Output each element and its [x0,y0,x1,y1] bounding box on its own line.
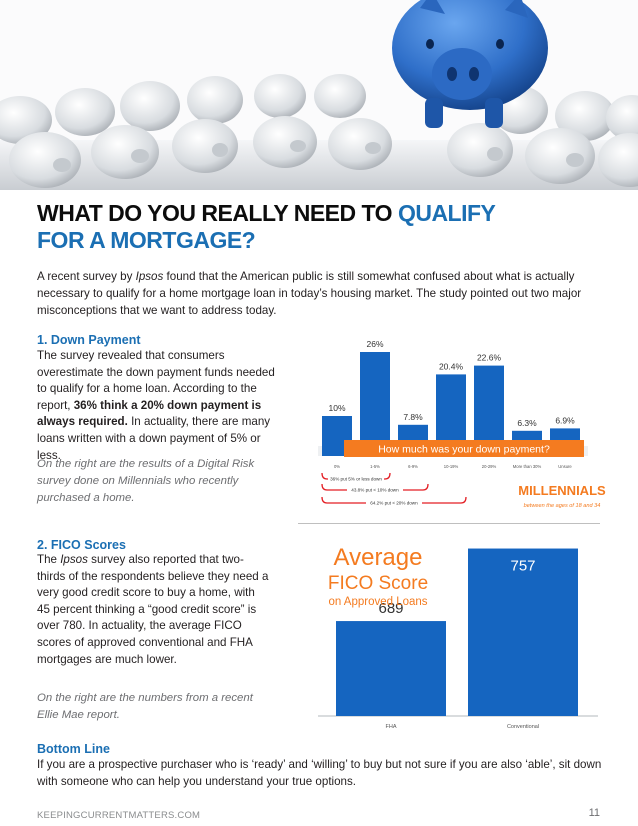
chart2-title-line-3: on Approved Loans [328,596,427,608]
chart2-title-line-1: Average [334,544,423,571]
section-heading-fico-scores: 2. FICO Scores [37,538,126,552]
chart1-caption-sub: between the ages of 18 and 34 [524,503,601,509]
note-digital-risk: On the right are the results of a Digita… [37,458,255,504]
section-heading-down-payment: 1. Down Payment [37,333,141,347]
hero-image [0,0,638,190]
chart1-banner [344,440,584,457]
title-part-3: FOR A MORTGAGE? [37,227,256,253]
intro-brand: Ipsos [135,270,164,283]
fico-score-chart: 689 757 FHA Conventional Average FICO Scor… [318,544,598,730]
intro-paragraph: A recent survey by Ipsos found that the … [37,268,597,319]
chart1-category-label: 6-9% [408,464,418,469]
chart1-category-label: 10-19% [444,464,459,469]
chart1-value-label: 7.8% [403,412,423,422]
intro-text-end: found that the American public is still … [37,270,582,317]
page-title: WHAT DO YOU REALLY NEED TO QUALIFY FOR A… [37,200,597,254]
fico-text-end: survey also reported that two-thirds of … [37,553,269,666]
chart1-bracket [321,496,467,504]
chart1-bracket-label: 43.8% put < 10% down [351,488,399,493]
chart1-bracket [321,472,391,480]
chart1-value-label: 26% [366,339,383,349]
intro-text-start: A recent survey by [37,270,136,283]
chart1-value-label: 20.4% [439,361,464,371]
chart1-value-label: 6.9% [555,415,575,425]
chart2-title-line-2: FICO Score [328,573,428,594]
chart1-bracket-label: 36% put 5% or less down [330,477,382,482]
chart1-category-label: 1-5% [370,464,380,469]
chart2-category-label: FHA [386,724,397,730]
chart1-bracket-label: 64.2% put < 20% down [370,501,418,506]
section-heading-bottom-line: Bottom Line [37,742,110,756]
title-part-2: QUALIFY [397,200,496,226]
chart2-bar [336,621,446,716]
section-body-fico-scores: The Ipsos survey also reported that two-… [37,552,269,668]
down-payment-highlight: 36% think a 20% down payment is always r… [37,398,262,429]
bottom-line-text: If you are a prospective purchaser who i… [37,758,602,788]
down-payment-text-end: In actuality, there are many loans writt… [37,415,271,462]
chart2-category-label: Conventional [507,724,539,730]
chart2-value-label: 757 [510,558,535,575]
chart1-value-label: 10% [328,403,345,413]
chart1-category-label: 0% [334,464,340,469]
chart1-category-label: Unsure [558,464,572,469]
note-ellie-mae: On the right are the numbers from a rece… [37,692,253,721]
down-payment-text-start: The survey revealed that consumers overe… [37,349,275,412]
chart1-category-label: More than 30% [513,464,542,469]
page-number: 11 [588,807,600,819]
chart1-bracket [321,483,429,491]
chart1-value-label: 22.6% [477,353,502,363]
chart1-value-label: 6.3% [517,418,537,428]
footer-website: KEEPINGCURRENTMATTERS.COM [37,810,201,821]
fico-text-start: The [37,553,61,566]
section-body-down-payment: The survey revealed that consumers overe… [37,348,275,464]
chart1-caption: MILLENNIALS [518,483,606,498]
piggy-bank-illustration [0,0,638,190]
chart1-title: How much was your down payment? [378,444,550,456]
chart2-value-label: 689 [378,600,403,617]
chart2-bar [468,548,578,716]
chart-divider [298,523,600,524]
title-part-1: WHAT DO YOU REALLY NEED TO [37,200,398,226]
fico-brand: Ipsos [60,553,88,566]
chart1-bar [360,352,390,456]
chart1-category-label: 20-29% [482,464,497,469]
down-payment-chart: 10% 26% 7.8% 20.4% 22.6% 6.3% 6.9% 0% 1-5% 6-9% 1… [318,339,606,509]
